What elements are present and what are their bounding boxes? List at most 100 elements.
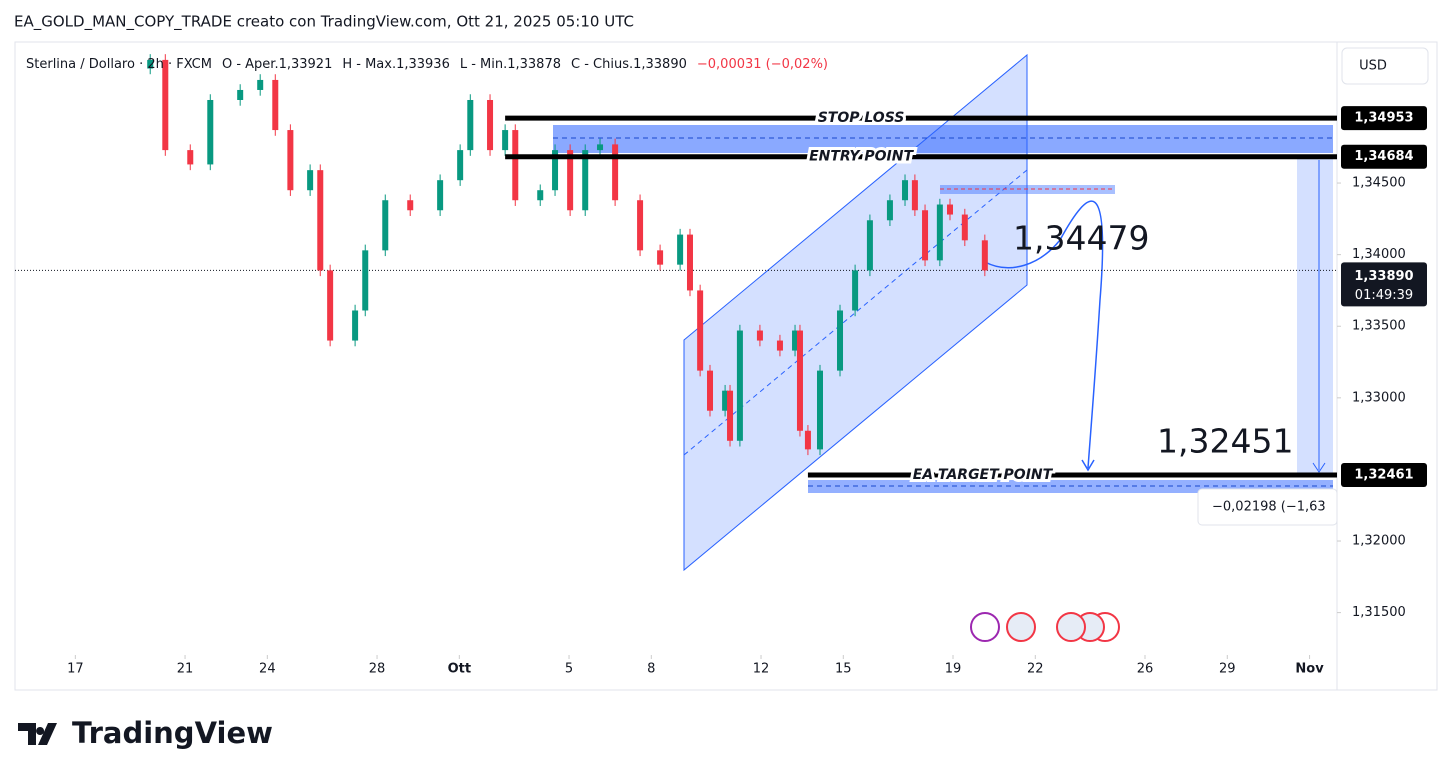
candle-body <box>727 390 734 441</box>
candle-body <box>352 310 359 341</box>
candle-body <box>307 170 314 191</box>
y-tick-label: 1,32000 <box>1352 534 1406 549</box>
logo: TradingView <box>18 716 273 750</box>
level-price-label: 1,34953 <box>1354 111 1413 126</box>
candle-body <box>886 200 893 221</box>
x-tick-label: Ott <box>448 662 471 677</box>
currency[interactable]: USD <box>1359 59 1387 74</box>
y-tick-label: 1,31500 <box>1352 605 1406 620</box>
event-icons <box>970 612 1120 642</box>
candle-body <box>852 270 859 311</box>
x-tick-label: Nov <box>1295 662 1324 677</box>
y-tick-label: 1,34500 <box>1352 176 1406 191</box>
candle-body <box>837 310 844 371</box>
candle-body <box>147 59 154 69</box>
candle-body <box>697 290 704 371</box>
x-tick-label: 19 <box>945 662 962 677</box>
currency-button[interactable] <box>1341 47 1429 85</box>
candle-body <box>866 220 873 271</box>
x-tick-label: 29 <box>1219 662 1236 677</box>
candle-body <box>437 180 444 211</box>
candle-body <box>537 190 544 201</box>
candle-body <box>287 130 294 191</box>
measure-box <box>1297 157 1333 473</box>
annotation: 1,32451 <box>1157 422 1293 461</box>
candle-body <box>597 144 604 151</box>
y-tick-label: 1,33500 <box>1352 319 1406 334</box>
candle-body <box>961 214 968 241</box>
candle-body <box>736 330 743 441</box>
measure-arrowhead <box>1312 462 1326 473</box>
candle-body <box>257 79 264 90</box>
candle-body <box>776 340 783 351</box>
level-price-label: 1,32461 <box>1354 468 1413 483</box>
projection-path <box>984 200 1104 469</box>
logo-mark <box>18 723 57 745</box>
x-tick-label: 5 <box>565 662 573 677</box>
candle-body <box>382 200 389 251</box>
candle-body <box>722 390 729 411</box>
event-icon <box>1056 612 1086 642</box>
candle-body <box>407 200 414 211</box>
candle-body <box>272 79 279 131</box>
level-price-box <box>1341 144 1427 169</box>
level-text: ENTRY POINT <box>809 149 914 165</box>
last-price-label: 1,33890 <box>1354 269 1413 284</box>
measure-label: −0,02198 (−1,63 <box>1212 500 1326 515</box>
candle-body <box>707 370 714 411</box>
candle-body <box>911 180 918 211</box>
level-text: EA TARGET POINT <box>913 467 1054 483</box>
candle-body <box>582 150 589 211</box>
candle-body <box>187 150 194 165</box>
countdown: 01:49:39 <box>1355 288 1413 303</box>
legend-item: Sterlina / Dollaro · 2h · FXCM <box>26 57 212 72</box>
x-tick-label: 8 <box>647 662 655 677</box>
candle-body <box>981 240 988 271</box>
entry-zone <box>553 125 1333 153</box>
candle-body <box>362 250 369 311</box>
last-price-box <box>1341 262 1427 307</box>
candle-body <box>207 99 214 165</box>
candle-body <box>237 89 244 100</box>
x-tick-label: 15 <box>835 662 852 677</box>
candle-body <box>804 430 811 450</box>
header: EA_GOLD_MAN_COPY_TRADE creato con Tradin… <box>14 13 634 32</box>
legend-item: C - Chius.1,33890 <box>571 57 687 72</box>
event-icon <box>970 612 1000 642</box>
x-tick-label: 22 <box>1027 662 1044 677</box>
candle-body <box>922 210 929 261</box>
candle-body <box>162 59 169 151</box>
candle-body <box>677 234 684 265</box>
candle-body <box>657 250 664 265</box>
candle-body <box>902 180 909 201</box>
x-tick-label: 12 <box>753 662 770 677</box>
level-price-box <box>1341 463 1427 488</box>
x-tick-label: 24 <box>259 662 276 677</box>
legend-item: H - Max.1,33936 <box>342 57 450 72</box>
candle-body <box>457 150 464 181</box>
legend-item: O - Aper.1,33921 <box>222 57 332 72</box>
candle-body <box>317 170 324 271</box>
legend: Sterlina / Dollaro · 2h · FXCM O - Aper.1… <box>26 57 828 72</box>
level-text: STOP LOSS <box>818 110 905 126</box>
candle-body <box>487 99 494 151</box>
level-price-box <box>1341 106 1427 131</box>
x-tick-label: 26 <box>1137 662 1154 677</box>
candle-body <box>552 150 559 191</box>
measure-tooltip <box>1197 488 1338 526</box>
candle-body <box>512 130 519 201</box>
candle-body <box>796 330 803 431</box>
candle-body <box>686 234 693 291</box>
candle-body <box>327 270 334 341</box>
plot <box>15 53 1337 572</box>
chart-frame <box>14 41 1438 691</box>
candle-body <box>467 99 474 151</box>
candle-body <box>936 204 943 261</box>
logo-text: TradingView <box>72 716 273 750</box>
candle-body <box>756 330 763 341</box>
y-tick-label: 1,34000 <box>1352 247 1406 262</box>
y-tick-label: 1,33000 <box>1352 390 1406 405</box>
level-price-label: 1,34684 <box>1354 149 1413 164</box>
